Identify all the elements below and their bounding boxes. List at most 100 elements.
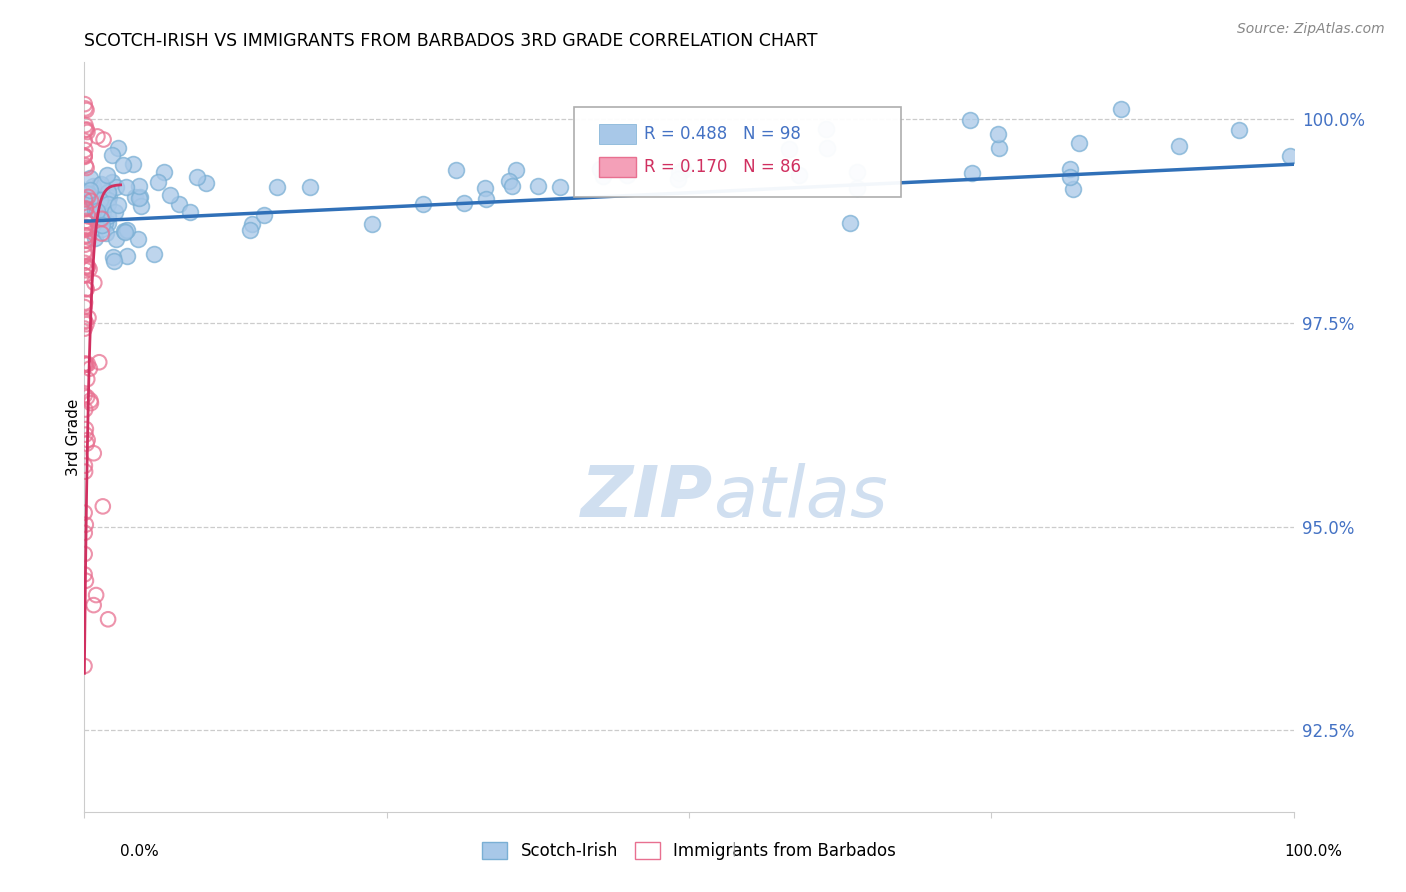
Point: [960, 165, 983, 179]
Point: [299, 180, 322, 194]
Point: [75, 263, 97, 277]
Text: 100.0%: 100.0%: [1285, 845, 1343, 859]
Point: [846, 165, 869, 179]
Point: [87, 210, 110, 224]
Point: [89, 194, 111, 208]
Point: [101, 251, 124, 265]
Point: [77, 221, 100, 235]
Point: [73, 506, 96, 520]
Point: [77, 310, 100, 325]
Point: [82, 193, 104, 207]
Point: [84, 231, 107, 245]
Point: [89, 355, 111, 369]
Point: [75, 422, 97, 436]
Point: [360, 217, 382, 231]
Point: [97, 612, 120, 626]
Point: [77, 259, 100, 273]
Point: [128, 190, 150, 204]
Point: [90, 227, 112, 241]
Point: [96, 168, 118, 182]
Point: [1109, 102, 1132, 116]
Point: [73, 97, 96, 112]
Point: [815, 140, 838, 154]
Point: [498, 174, 520, 188]
Point: [75, 465, 97, 479]
Point: [76, 260, 98, 275]
Point: [107, 198, 129, 212]
Point: [610, 161, 633, 175]
Point: [1069, 136, 1091, 151]
Point: [73, 321, 96, 335]
Point: [186, 169, 208, 184]
Point: [86, 129, 108, 144]
Point: [1062, 182, 1084, 196]
Point: [412, 197, 434, 211]
Point: [75, 517, 97, 532]
Point: [75, 123, 97, 137]
Point: [75, 219, 97, 234]
Point: [97, 196, 120, 211]
Point: [84, 588, 107, 602]
Point: [77, 186, 100, 201]
Point: [127, 232, 149, 246]
Point: [75, 102, 97, 116]
Point: [73, 150, 96, 164]
Point: [82, 178, 104, 193]
Point: [76, 436, 98, 450]
Point: [76, 282, 98, 296]
Point: [73, 256, 96, 270]
Point: [453, 196, 475, 211]
Point: [195, 176, 218, 190]
Point: [77, 210, 100, 224]
Point: [115, 249, 138, 263]
Text: Source: ZipAtlas.com: Source: ZipAtlas.com: [1237, 22, 1385, 37]
Point: [505, 162, 527, 177]
Point: [105, 180, 128, 194]
Point: [75, 201, 97, 215]
Point: [501, 178, 523, 193]
Text: ZIP: ZIP: [581, 463, 713, 532]
Point: [86, 204, 108, 219]
Point: [93, 205, 115, 219]
Point: [77, 200, 100, 214]
Point: [75, 427, 97, 442]
Point: [77, 190, 100, 204]
Point: [128, 191, 150, 205]
Point: [815, 122, 838, 136]
Point: [73, 458, 96, 473]
Point: [75, 118, 97, 132]
Point: [73, 220, 96, 235]
Point: [73, 134, 96, 148]
Text: 0.0%: 0.0%: [120, 845, 159, 859]
Point: [446, 162, 468, 177]
Point: [94, 215, 117, 229]
FancyBboxPatch shape: [574, 107, 901, 197]
Point: [475, 192, 498, 206]
Point: [76, 433, 98, 447]
Point: [73, 388, 96, 402]
Point: [142, 246, 165, 260]
Point: [101, 147, 124, 161]
Point: [839, 216, 862, 230]
Point: [112, 224, 135, 238]
Point: [83, 446, 105, 460]
Point: [76, 103, 98, 117]
Point: [75, 574, 97, 588]
Point: [73, 357, 96, 371]
Point: [76, 122, 98, 136]
Point: [253, 208, 276, 222]
Point: [73, 193, 96, 207]
Text: R = 0.488   N = 98: R = 0.488 N = 98: [644, 125, 801, 143]
Point: [114, 180, 136, 194]
Point: [73, 149, 96, 163]
Point: [1167, 139, 1189, 153]
Point: [75, 143, 97, 157]
Point: [83, 276, 105, 290]
Point: [76, 125, 98, 139]
Point: [75, 222, 97, 236]
Point: [668, 165, 690, 179]
Point: [1059, 169, 1081, 184]
Point: [588, 161, 610, 176]
Point: [75, 260, 97, 274]
Point: [959, 112, 981, 127]
